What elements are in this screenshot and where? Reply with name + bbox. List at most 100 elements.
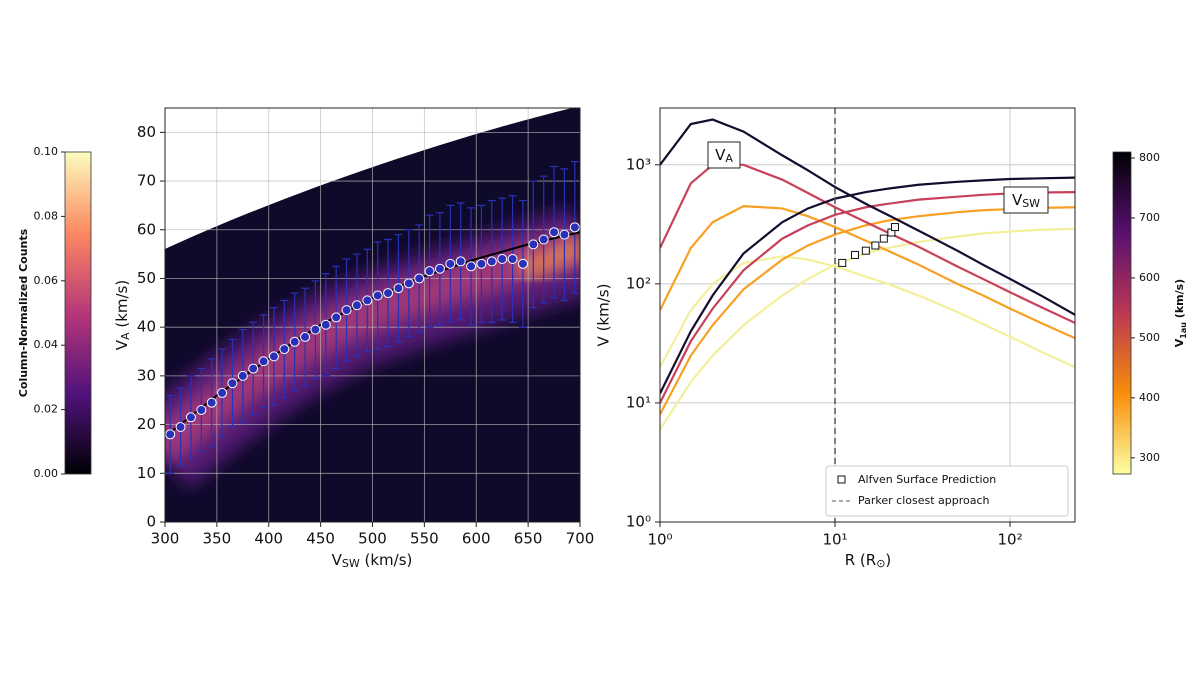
y-tick-label: 10 (137, 464, 156, 482)
label-part: A (725, 152, 733, 165)
colorbar (64, 151, 92, 475)
colorbar-tick-label: 600 (1139, 271, 1160, 284)
data-point (559, 229, 570, 240)
data-point (331, 312, 342, 323)
data-point (476, 258, 487, 269)
data-point (497, 253, 508, 264)
prediction-marker (838, 258, 847, 267)
annotation: VSW (1003, 186, 1049, 214)
data-point (455, 256, 466, 267)
data-point (434, 263, 445, 274)
colorbar-tick-label: 500 (1139, 331, 1160, 344)
colorbar-tick-label: 300 (1139, 451, 1160, 464)
annotation: VA (707, 141, 741, 169)
colorbar-tick-label: 0.06 (34, 274, 59, 287)
legend-label: Parker closest approach (858, 494, 990, 507)
data-point (538, 234, 549, 245)
label-part: V (332, 551, 343, 569)
data-point (414, 273, 425, 284)
x-axis-label: R (R⊙) (845, 551, 892, 571)
data-point (362, 295, 373, 306)
data-point (258, 356, 269, 367)
model-curve (660, 190, 1075, 404)
y-tick-label: 20 (137, 415, 156, 433)
data-point (528, 239, 539, 250)
data-point (486, 256, 497, 267)
y-tick-label: 70 (137, 172, 156, 190)
data-point (569, 222, 580, 233)
model-curve (660, 176, 1075, 394)
colorbar-label: Column-Normalized Counts (17, 228, 30, 397)
data-point (310, 324, 321, 335)
data-point (507, 253, 518, 264)
x-axis-label: VSW (km/s) (332, 551, 413, 571)
y-axis-label: V (km/s) (595, 284, 613, 347)
x-tick-label: 10⁰ (647, 531, 672, 549)
label-part: (km/s) (113, 280, 131, 333)
label-part: (km/s) (360, 551, 413, 569)
data-point (403, 278, 414, 289)
left-plot: 300 350 400 450 500 550 600 650 700 0 10 20 30 40 50 60… (137, 108, 594, 548)
data-point (175, 422, 186, 433)
data-point (206, 397, 217, 408)
data-point (268, 351, 279, 362)
data-point (517, 258, 528, 269)
data-point (300, 331, 311, 342)
x-tick-label: 700 (566, 530, 595, 548)
x-tick-label: 450 (306, 530, 335, 548)
colorbar-tick-label: 0.02 (34, 403, 59, 416)
x-tick-label: 300 (151, 530, 180, 548)
data-point (279, 344, 290, 355)
data-point (237, 370, 248, 381)
y-tick-label: 10² (626, 274, 651, 292)
x-tick-label: 350 (203, 530, 232, 548)
x-tick-label: 500 (358, 530, 387, 548)
model-curve (660, 227, 1075, 430)
y-tick-label: 0 (146, 513, 156, 531)
svg-text:VA: VA (715, 146, 733, 166)
x-tick-label: 400 (254, 530, 283, 548)
label-part: A (119, 332, 132, 340)
data-point (217, 387, 228, 398)
grid (165, 108, 580, 522)
data-point (383, 288, 394, 299)
label-part: V (1173, 338, 1186, 347)
model-curve (660, 204, 1075, 340)
data-point (351, 300, 362, 311)
colorbar (1112, 151, 1132, 475)
y-tick-label: 30 (137, 366, 156, 384)
label-part: 1au (1179, 322, 1188, 339)
label-part: V (715, 146, 726, 164)
colorbar-tick-label: 800 (1139, 151, 1160, 164)
label-part: V (1012, 191, 1023, 209)
label-part: SW (342, 557, 360, 570)
prediction-marker (861, 246, 870, 255)
data-point (549, 227, 560, 238)
label-part: ) (885, 551, 891, 569)
x-tick-label: 600 (462, 530, 491, 548)
colorbar-tick-label: 0.10 (34, 145, 59, 158)
data-point (196, 404, 207, 415)
colorbar-tick-label: 0.00 (34, 467, 59, 480)
x-tick-label: 550 (410, 530, 439, 548)
data-point (227, 378, 238, 389)
colorbar-label: V1au (km/s) (1173, 279, 1188, 347)
data-point (466, 261, 477, 272)
legend-label: Alfven Surface Prediction (858, 473, 996, 486)
axes-frame (164, 107, 581, 523)
data-point (372, 290, 383, 301)
data-point (341, 305, 352, 316)
colorbar-ticks: 0.00 0.02 0.04 0.06 0.08 0.10 300 400 500 600 700 8… (34, 145, 1161, 480)
prediction-marker (871, 241, 880, 250)
data-point (289, 336, 300, 347)
svg-text:VSW: VSW (1012, 191, 1040, 211)
x-tick-label: 650 (514, 530, 543, 548)
model-curve (660, 118, 1075, 316)
colorbar-tick-label: 0.08 (34, 209, 59, 222)
y-tick-label: 60 (137, 220, 156, 238)
label-part: (km/s) (1173, 279, 1186, 322)
label-part: R (R (845, 551, 876, 569)
y-tick-label: 10¹ (626, 393, 651, 411)
y-tick-label: 40 (137, 318, 156, 336)
